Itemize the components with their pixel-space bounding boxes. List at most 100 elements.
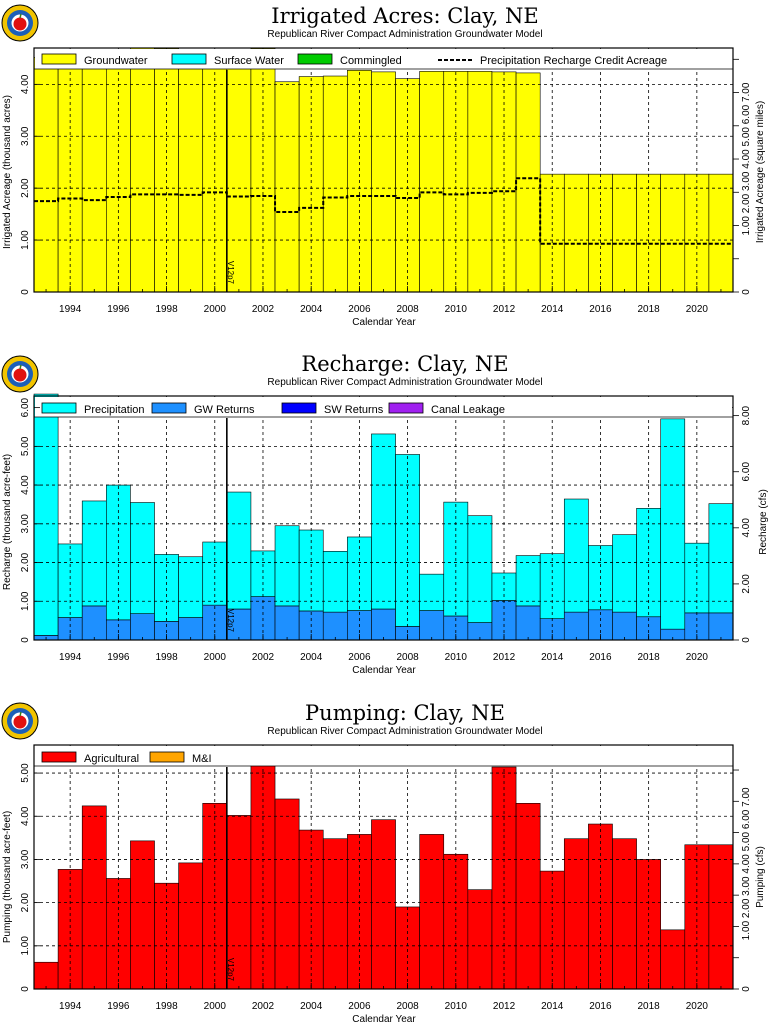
x-tick-label: 2020 bbox=[686, 1001, 709, 1012]
y-tick-label: 4.00 bbox=[20, 74, 31, 94]
legend-swatch bbox=[41, 751, 77, 763]
y-tick-label: 5.00 bbox=[20, 436, 31, 456]
x-tick-label: 2014 bbox=[541, 1001, 564, 1012]
y-right-tick-label: 0 bbox=[741, 986, 752, 992]
x-tick-label: 2004 bbox=[300, 652, 323, 663]
legend-background bbox=[35, 397, 732, 417]
bar-agricultural-2006 bbox=[347, 834, 372, 990]
x-tick-label: 2008 bbox=[396, 652, 419, 663]
x-tick-label: 2004 bbox=[300, 304, 323, 315]
bar-precipitation-1994 bbox=[57, 543, 83, 618]
bar-gw-returns-2009 bbox=[419, 610, 445, 641]
bar-agricultural-2009 bbox=[419, 834, 445, 990]
legend-background bbox=[35, 49, 732, 69]
bar-groundwater-2004 bbox=[298, 76, 324, 293]
bar-groundwater-2016 bbox=[588, 173, 613, 293]
logo-apple-icon bbox=[1, 355, 39, 393]
bar-groundwater-2005 bbox=[322, 75, 348, 293]
bar-agricultural-2015 bbox=[563, 838, 589, 990]
bar-gw-returns-2007 bbox=[371, 608, 396, 641]
y-tick-label: 2.00 bbox=[20, 552, 31, 572]
legend-swatch bbox=[171, 53, 207, 65]
bar-precipitation-1999 bbox=[178, 556, 204, 618]
y-right-tick-label: 2.00 bbox=[741, 574, 752, 594]
y-tick-label: 0 bbox=[20, 637, 31, 643]
series-line-credit-acreage bbox=[34, 177, 733, 245]
legend-swatch bbox=[149, 751, 185, 763]
chart-title: Pumping: Clay, NE bbox=[305, 701, 505, 725]
bar-agricultural-2021 bbox=[708, 844, 734, 990]
chart-title: Recharge: Clay, NE bbox=[301, 352, 508, 376]
chart-title: Irrigated Acres: Clay, NE bbox=[271, 4, 538, 28]
x-tick-label: 1998 bbox=[155, 304, 178, 315]
bar-groundwater-2009 bbox=[419, 71, 445, 293]
x-tick-label: 2016 bbox=[589, 1001, 612, 1012]
bar-agricultural-2005 bbox=[322, 838, 348, 990]
y-tick-label: 3.00 bbox=[20, 849, 31, 869]
y-tick-label: 4.00 bbox=[20, 475, 31, 495]
bar-agricultural-2019 bbox=[660, 929, 686, 990]
annotation-label: V12p7 bbox=[226, 958, 235, 982]
legend-swatch bbox=[297, 53, 333, 65]
x-tick-label: 2014 bbox=[541, 652, 564, 663]
bar-groundwater-2017 bbox=[612, 173, 637, 293]
bar-gw-returns-2005 bbox=[322, 611, 348, 641]
bar-agricultural-1995 bbox=[81, 805, 107, 990]
bar-precipitation-2017 bbox=[612, 534, 637, 613]
bar-gw-returns-2021 bbox=[708, 612, 734, 641]
bar-gw-returns-2003 bbox=[274, 605, 300, 641]
bar-groundwater-1996 bbox=[106, 51, 131, 293]
x-tick-label: 2002 bbox=[252, 304, 275, 315]
y-tick-label: 6.00 bbox=[20, 397, 31, 417]
y-axis-right-label: Recharge (cfs) bbox=[758, 489, 768, 555]
bar-groundwater-2013 bbox=[515, 72, 541, 293]
legend-label: GW Returns bbox=[194, 404, 255, 416]
x-tick-label: 2000 bbox=[204, 1001, 227, 1012]
x-tick-label: 2010 bbox=[445, 304, 468, 315]
legend-label: Commingled bbox=[340, 55, 402, 67]
bar-agricultural-2017 bbox=[612, 838, 637, 990]
plot-area: V12p7 Precipitation GW Returns SW Returns Ca… bbox=[20, 393, 752, 663]
x-tick-label: 1998 bbox=[155, 652, 178, 663]
x-tick-label: 1998 bbox=[155, 1001, 178, 1012]
x-tick-label: 1996 bbox=[107, 304, 130, 315]
bar-groundwater-2003 bbox=[274, 81, 300, 293]
chart-subtitle: Republican River Compact Administration … bbox=[267, 29, 542, 40]
x-tick-label: 2002 bbox=[252, 652, 275, 663]
x-tick-label: 2020 bbox=[686, 304, 709, 315]
y-tick-label: 0 bbox=[20, 986, 31, 992]
x-tick-label: 2020 bbox=[686, 652, 709, 663]
legend-swatch bbox=[388, 402, 424, 414]
x-tick-label: 2018 bbox=[638, 1001, 661, 1012]
y-tick-label: 4.00 bbox=[20, 806, 31, 826]
y-tick-label: 1.00 bbox=[20, 230, 31, 250]
legend-background bbox=[35, 746, 732, 766]
bar-groundwater-2020 bbox=[684, 173, 710, 293]
bar-groundwater-2011 bbox=[467, 71, 493, 293]
x-tick-label: 2008 bbox=[396, 1001, 419, 1012]
bar-groundwater-2015 bbox=[563, 173, 589, 293]
x-tick-label: 2006 bbox=[348, 1001, 371, 1012]
bar-precipitation-2021 bbox=[708, 503, 734, 614]
plot-area: V12p7 Groundwater Surface Water Commingled P… bbox=[20, 47, 752, 315]
bar-agricultural-2001 bbox=[226, 815, 252, 990]
bar-groundwater-1995 bbox=[81, 53, 107, 293]
bar-precipitation-2001 bbox=[226, 491, 252, 610]
bar-precipitation-2011 bbox=[467, 515, 493, 623]
legend-swatch bbox=[281, 402, 317, 414]
x-tick-label: 2000 bbox=[204, 304, 227, 315]
bar-agricultural-2020 bbox=[684, 844, 710, 990]
y-tick-label: 1.00 bbox=[20, 936, 31, 956]
x-tick-label: 2004 bbox=[300, 1001, 323, 1012]
x-tick-label: 2010 bbox=[445, 1001, 468, 1012]
x-tick-label: 2012 bbox=[493, 1001, 516, 1012]
irrigated-acres-panel: Irrigated Acres: Clay, NE Republican Riv… bbox=[1, 4, 766, 328]
x-axis-label: Calendar Year bbox=[352, 317, 416, 328]
legend-label: Agricultural bbox=[84, 753, 139, 765]
y-axis-right-label: Pumping (cfs) bbox=[755, 846, 766, 908]
bar-agricultural-2007 bbox=[371, 819, 396, 990]
bar-precipitation-2015 bbox=[563, 498, 589, 613]
bar-agricultural-2013 bbox=[515, 803, 541, 990]
legend-label: Precipitation bbox=[84, 404, 145, 416]
y-tick-label: 0 bbox=[20, 289, 31, 295]
